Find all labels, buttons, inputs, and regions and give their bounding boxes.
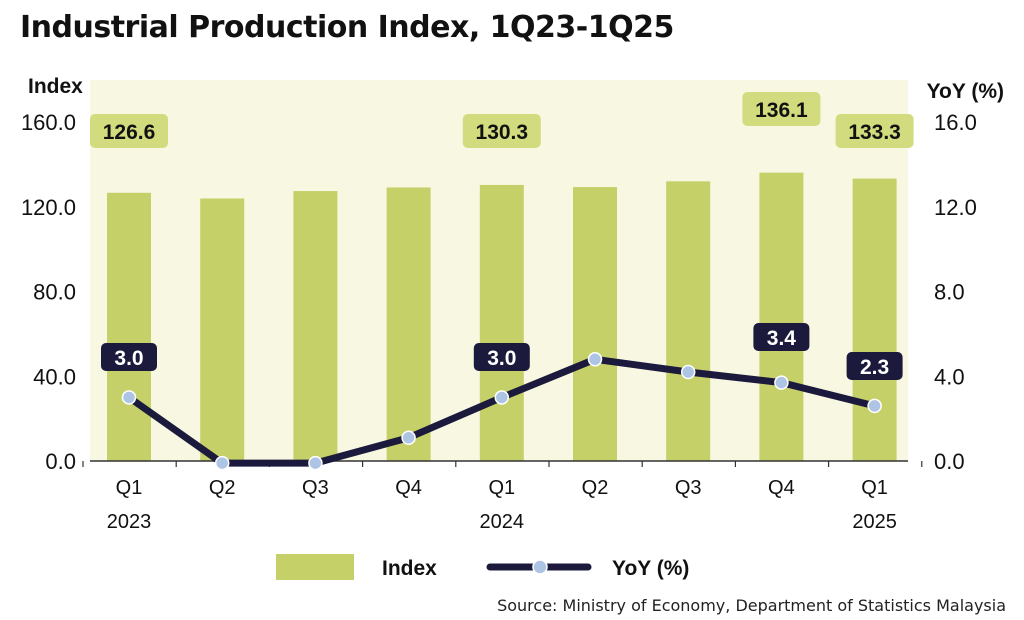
yoy-point (494, 390, 510, 405)
left-axis-title: Index (28, 75, 83, 98)
bar-value-label-bg (90, 114, 168, 148)
legend-index-swatch (276, 554, 354, 580)
yoy-value-label: 3.0 (114, 347, 143, 370)
bar-value-label: 136.1 (755, 99, 808, 122)
yoy-point (680, 364, 696, 380)
index-bar (759, 172, 804, 461)
yoy-point (774, 375, 789, 390)
yoy-point (308, 455, 323, 471)
legend-yoy-marker (532, 559, 548, 575)
left-tick-label: 80.0 (33, 280, 76, 305)
bar-value-label-bg (835, 114, 914, 148)
index-bar (573, 187, 617, 461)
bar-value-label: 130.3 (476, 121, 529, 144)
index-bar (107, 192, 151, 462)
index-bar (200, 198, 245, 461)
right-tick-label: 4.0 (934, 364, 965, 389)
yoy-value-label: 2.3 (860, 356, 889, 379)
bar-value-label: 126.6 (103, 121, 156, 144)
right-tick-label: 8.0 (934, 280, 965, 305)
page-title: Industrial Production Index, 1Q23-1Q25 (20, 10, 674, 45)
x-tick-label: Q2 (582, 477, 609, 499)
x-tick-label: Q1 (488, 477, 515, 499)
bar-value-label-bg (742, 92, 821, 126)
index-bar (293, 191, 338, 462)
left-tick-label: 160.0 (21, 110, 76, 135)
yoy-point (401, 430, 416, 445)
legend-yoy-label: YoY (%) (612, 557, 689, 580)
x-year-label: 2025 (852, 511, 897, 533)
x-tick-label: Q4 (768, 477, 795, 499)
right-axis-title: YoY (%) (927, 80, 1004, 103)
x-tick-label: Q2 (209, 477, 236, 499)
legend-index-label: Index (382, 557, 437, 580)
left-tick-label: 40.0 (33, 364, 76, 389)
index-bar (386, 187, 431, 462)
x-tick-label: Q1 (116, 477, 143, 499)
left-tick-label: 0.0 (45, 449, 76, 474)
x-tick-label: Q4 (395, 477, 422, 499)
x-tick-label: Q3 (302, 477, 329, 499)
bar-value-label-bg (462, 114, 541, 148)
yoy-point (214, 455, 230, 471)
yoy-value-label: 3.0 (487, 347, 516, 370)
yoy-point (587, 352, 603, 367)
yoy-value-label-bg (101, 343, 157, 371)
index-bar (852, 178, 897, 461)
right-tick-label: 12.0 (934, 195, 977, 220)
x-year-label: 2023 (107, 511, 152, 533)
index-bar (666, 181, 711, 461)
yoy-value-label: 3.4 (767, 327, 797, 350)
x-tick-label: Q1 (861, 477, 888, 499)
right-tick-label: 16.0 (934, 110, 977, 135)
yoy-value-label-bg (473, 343, 530, 371)
right-tick-label: 0.0 (934, 449, 965, 474)
x-tick-label: Q3 (675, 477, 702, 499)
yoy-point (121, 390, 137, 405)
index-bar (479, 184, 524, 461)
bar-value-label: 133.3 (848, 121, 901, 144)
left-tick-label: 120.0 (21, 195, 76, 220)
yoy-point (867, 398, 882, 414)
x-year-label: 2024 (480, 511, 525, 533)
yoy-value-label-bg (846, 352, 903, 380)
source-note: Source: Ministry of Economy, Department … (497, 596, 1006, 615)
yoy-value-label-bg (753, 323, 810, 351)
